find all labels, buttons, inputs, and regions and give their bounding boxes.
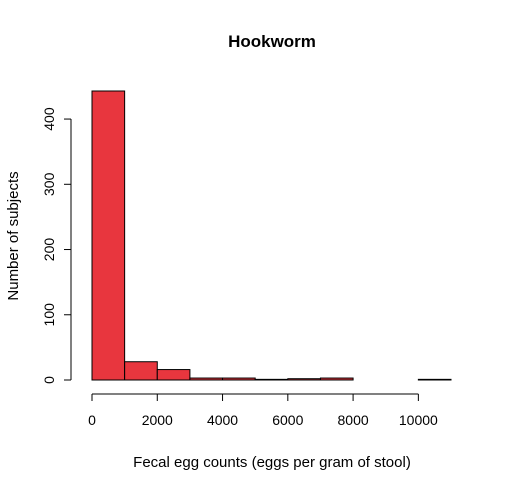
x-tick-label-2000: 2000 [142, 412, 173, 428]
x-tick-label-6000: 6000 [272, 412, 303, 428]
x-axis-label: Fecal egg counts (eggs per gram of stool… [133, 454, 411, 471]
histogram-bar-10 [417, 378, 452, 381]
chart-title: Hookworm [228, 32, 316, 51]
histogram-bar-2 [156, 369, 191, 381]
y-tick-label-200: 200 [41, 238, 57, 262]
x-tick-label-0: 0 [88, 412, 96, 428]
y-axis-label: Number of subjects [5, 171, 22, 300]
histogram-bar-6 [287, 378, 321, 381]
histogram-bar-1 [124, 361, 158, 381]
x-tick-label-10000: 10000 [399, 412, 438, 428]
histogram-bar-3 [189, 377, 224, 381]
histogram-bar-4 [222, 377, 256, 381]
histogram-bar-7 [319, 377, 354, 381]
histogram-bar-5 [254, 378, 289, 381]
y-tick-label-300: 300 [41, 172, 57, 196]
x-tick-label-8000: 8000 [338, 412, 369, 428]
y-axis: 0 100 200 300 400 [41, 107, 72, 384]
bars-group [91, 90, 452, 381]
x-tick-label-4000: 4000 [207, 412, 238, 428]
x-axis: 0 2000 4000 6000 8000 10000 [88, 393, 438, 428]
histogram-bar-0 [91, 90, 126, 381]
y-tick-label-400: 400 [41, 107, 57, 131]
y-tick-label-0: 0 [41, 376, 57, 384]
y-tick-label-100: 100 [41, 303, 57, 327]
